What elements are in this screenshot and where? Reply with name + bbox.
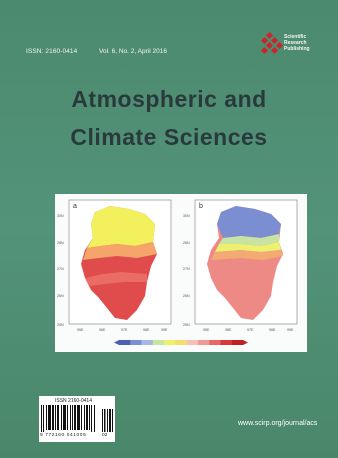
barcode-digits: 9 772160 041005: [40, 433, 87, 438]
colorbar-segment: [130, 340, 142, 345]
journal-title-line-2: Climate Sciences: [70, 124, 268, 150]
x-tick: 98E: [143, 328, 150, 332]
barcode-addon: [102, 409, 113, 432]
publisher-name: Scientific Research Publishing: [284, 34, 310, 52]
y-tick: 28N: [183, 241, 190, 245]
barcode-bar: [81, 405, 82, 430]
colorbar-right-arrow: [243, 340, 248, 345]
volume-text: Vol. 6, No. 2, April 2016: [99, 48, 167, 55]
barcode-bar: [67, 405, 68, 430]
barcode-bar: [46, 405, 47, 430]
colorbar: [114, 340, 248, 345]
cover-figure: a 30N 28N 27N 26N 25N 95E 96E 97E 98E 99…: [55, 194, 307, 352]
barcode-bar: [57, 405, 59, 430]
panel-label-b: b: [199, 203, 203, 210]
y-tick: 26N: [57, 294, 64, 298]
barcode-bar: [43, 405, 44, 432]
colorbar-segment: [175, 340, 187, 345]
y-tick: 25N: [57, 323, 64, 327]
colorbar-segment: [197, 340, 210, 345]
colorbar-segment: [231, 340, 244, 345]
barcode-bar: [91, 405, 92, 432]
issn-text: ISSN: 2160-0414: [26, 48, 78, 55]
barcode-issn: ISSN 2160-0414: [55, 398, 92, 404]
y-tick: 30N: [57, 214, 64, 218]
barcode-bar: [61, 405, 62, 430]
barcode-bar: [74, 405, 76, 430]
y-tick: 30N: [183, 214, 190, 218]
barcode-bar: [72, 405, 73, 430]
barcode-bar: [63, 405, 66, 430]
x-tick: 99E: [161, 328, 168, 332]
journal-url: www.scirp.org/journal/acs: [238, 420, 318, 427]
x-tick: 95E: [203, 328, 210, 332]
colorbar-segment: [220, 340, 232, 345]
barcode-bar: [89, 405, 90, 430]
colorbar-segment: [164, 340, 176, 345]
colorbar-left-arrow: [114, 340, 119, 345]
x-tick: 97E: [121, 328, 128, 332]
panel-label-a: a: [73, 203, 77, 210]
y-tick: 28N: [57, 241, 64, 245]
y-tick: 25N: [183, 323, 190, 327]
colorbar-segment: [141, 340, 154, 345]
publisher-logo: [260, 32, 284, 55]
y-tick: 26N: [183, 294, 190, 298]
colorbar-segment: [209, 340, 221, 345]
colorbar-segment: [119, 340, 131, 345]
map-panel-b: b 30N 28N 27N 26N 25N 95E 96E 97E 98E 99…: [183, 199, 298, 332]
barcode-bar: [41, 405, 42, 432]
x-tick: 99E: [287, 328, 294, 332]
x-tick: 98E: [269, 328, 276, 332]
y-tick: 27N: [57, 267, 64, 271]
barcode-bar: [77, 405, 80, 430]
colorbar-segment: [152, 340, 165, 345]
barcode-bar: [70, 405, 71, 430]
y-tick: 27N: [183, 267, 190, 271]
barcode-bar: [52, 405, 54, 430]
x-tick: 97E: [247, 328, 254, 332]
barcode-bar: [84, 405, 85, 430]
barcode-bar: [86, 405, 88, 430]
x-tick: 96E: [225, 328, 232, 332]
x-tick: 95E: [77, 328, 84, 332]
barcode-bar: [48, 405, 51, 430]
barcode-bar: [55, 405, 56, 430]
colorbar-segment: [186, 340, 199, 345]
map-panel-a: a 30N 28N 27N 26N 25N 95E 96E 97E 98E 99…: [57, 199, 172, 332]
journal-title-line-1: Atmospheric and: [71, 86, 267, 112]
barcode-bar: [94, 405, 95, 432]
barcode-bars: [41, 405, 95, 432]
x-tick: 96E: [99, 328, 106, 332]
barcode: ISSN 2160-0414 9 772160 041005 02: [39, 396, 115, 442]
barcode-addon-digits: 02: [102, 433, 108, 438]
